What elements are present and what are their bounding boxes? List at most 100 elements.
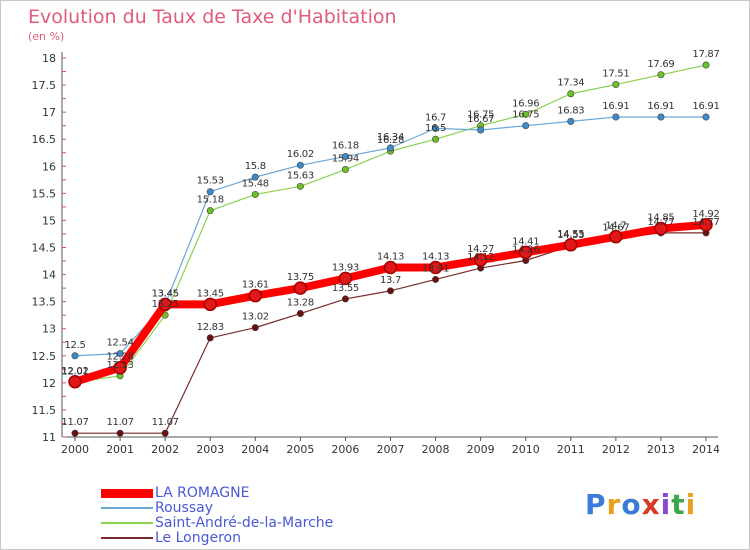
- data-label: 15.94: [332, 154, 359, 165]
- legend-swatch: [101, 522, 153, 524]
- data-label: 13.02: [242, 312, 269, 323]
- data-point: [338, 271, 353, 286]
- data-point: [341, 153, 349, 161]
- y-tick-label: 12.5: [32, 350, 57, 363]
- data-label: 12.13: [107, 360, 134, 371]
- data-label: 13.91: [422, 263, 449, 274]
- data-point: [116, 350, 124, 358]
- data-point: [296, 182, 304, 190]
- data-point: [654, 221, 668, 236]
- y-tick-label: 17: [42, 106, 56, 119]
- legend-label: Saint-André-de-la-Marche: [155, 515, 334, 531]
- data-point: [158, 297, 172, 312]
- data-point: [473, 253, 488, 267]
- data-point: [567, 90, 575, 98]
- x-tick-label: 2003: [196, 443, 224, 456]
- x-tick-label: 2014: [692, 443, 720, 456]
- y-tick-label: 13.5: [32, 296, 57, 309]
- data-point: [251, 324, 259, 332]
- data-point: [383, 260, 398, 275]
- data-point: [341, 166, 349, 174]
- data-label: 15.8: [245, 161, 266, 172]
- data-label: 11.07: [107, 417, 134, 428]
- logo-letter: P: [585, 488, 607, 521]
- data-point: [206, 207, 214, 215]
- data-point: [71, 429, 79, 437]
- y-tick-label: 16: [42, 160, 56, 173]
- data-label: 13.45: [152, 288, 179, 299]
- data-point: [248, 288, 263, 303]
- data-point: [609, 229, 623, 244]
- data-point: [702, 113, 710, 121]
- data-label: 14.77: [692, 217, 719, 228]
- data-point: [432, 135, 440, 143]
- x-tick-label: 2009: [467, 443, 495, 456]
- data-point: [116, 429, 124, 437]
- data-point: [567, 117, 575, 125]
- y-tick-label: 15.5: [32, 187, 57, 200]
- data-label: 15.48: [242, 178, 269, 189]
- data-point: [341, 295, 349, 303]
- data-point: [477, 126, 485, 134]
- data-point: [699, 218, 713, 232]
- data-label: 16.34: [377, 132, 404, 143]
- x-tick-label: 2001: [106, 443, 134, 456]
- legend-swatch: [101, 488, 153, 498]
- y-tick-label: 14.5: [32, 242, 57, 255]
- logo-letter: t: [671, 488, 686, 521]
- data-label: 14.7: [605, 221, 626, 232]
- x-tick-label: 2012: [602, 443, 630, 456]
- chart-title: Evolution du Taux de Taxe d'Habitation: [28, 6, 397, 28]
- data-label: 14.27: [467, 244, 494, 255]
- y-tick-label: 14: [42, 269, 56, 282]
- data-label: 16.18: [332, 141, 359, 152]
- y-tick-label: 12: [42, 377, 56, 390]
- data-label: 14.26: [512, 244, 539, 255]
- data-label: 13.45: [152, 288, 179, 299]
- data-point: [296, 161, 304, 169]
- x-tick-label: 2006: [331, 443, 359, 456]
- data-point: [564, 238, 578, 252]
- y-tick-label: 18: [42, 52, 56, 65]
- data-point: [251, 173, 259, 181]
- legend-item: Roussay: [101, 500, 213, 516]
- data-point: [702, 61, 710, 69]
- chart-subtitle: (en %): [28, 30, 65, 43]
- y-tick-label: 17.5: [32, 79, 57, 92]
- data-point: [71, 352, 79, 360]
- legend-item: LA ROMAGNE: [101, 485, 249, 501]
- legend-swatch: [101, 507, 153, 509]
- data-label: 12.5: [64, 340, 85, 351]
- data-label: 16.91: [692, 101, 719, 112]
- data-label: 13.28: [287, 298, 314, 309]
- logo-letter: o: [621, 488, 642, 521]
- data-point: [293, 281, 308, 295]
- data-point: [296, 310, 304, 318]
- data-label: 11.07: [152, 417, 179, 428]
- legend-label: Roussay: [155, 500, 213, 516]
- data-label: 16.28: [377, 135, 404, 146]
- data-label: 16.75: [512, 110, 539, 121]
- y-tick-label: 16.5: [32, 133, 57, 146]
- data-label: 16.02: [287, 149, 314, 160]
- logo-letter: i: [660, 488, 672, 521]
- data-label: 11.07: [61, 417, 88, 428]
- logo-letter: r: [606, 488, 622, 521]
- x-tick-label: 2008: [422, 443, 450, 456]
- y-tick-label: 13: [42, 323, 56, 336]
- y-tick-label: 11.5: [32, 404, 57, 417]
- legend-item: Saint-André-de-la-Marche: [101, 515, 334, 531]
- x-tick-label: 2005: [286, 443, 314, 456]
- data-point: [612, 81, 620, 89]
- data-label: 14.77: [647, 217, 674, 228]
- data-point: [161, 429, 169, 437]
- data-point: [203, 297, 217, 312]
- data-label: 14.55: [557, 229, 584, 240]
- data-point: [518, 245, 533, 260]
- data-point: [206, 334, 214, 342]
- data-point: [612, 113, 620, 121]
- data-label: 13.93: [332, 262, 359, 273]
- x-tick-label: 2004: [241, 443, 269, 456]
- data-label: 16.91: [647, 101, 674, 112]
